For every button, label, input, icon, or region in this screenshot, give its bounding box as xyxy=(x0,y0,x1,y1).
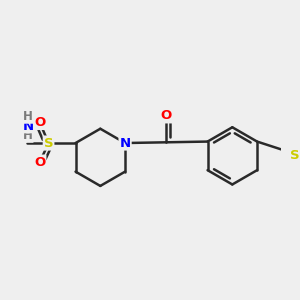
Text: O: O xyxy=(161,110,172,122)
Text: N: N xyxy=(119,136,130,149)
Text: O: O xyxy=(34,156,45,169)
Text: S: S xyxy=(44,136,53,149)
Text: H: H xyxy=(23,110,33,123)
Text: H: H xyxy=(23,129,33,142)
Text: O: O xyxy=(34,116,45,129)
Text: S: S xyxy=(290,149,299,162)
Text: N: N xyxy=(22,120,34,133)
